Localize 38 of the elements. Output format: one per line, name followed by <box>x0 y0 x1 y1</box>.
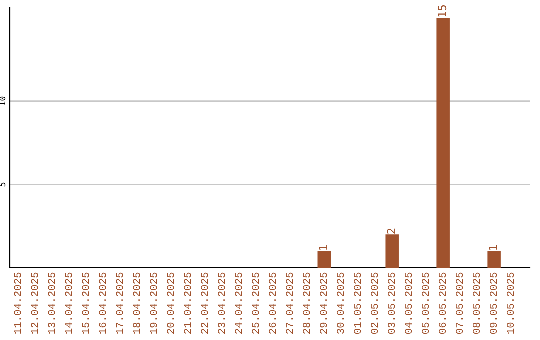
x-tick-label: 26.04.2025 <box>269 272 276 334</box>
x-tick-label: 20.04.2025 <box>167 272 174 334</box>
x-tick-label: 02.05.2025 <box>371 272 378 334</box>
x-tick-label: 18.04.2025 <box>133 272 140 334</box>
x-tick-label: 17.04.2025 <box>116 272 124 334</box>
data-label: 15 <box>438 6 447 17</box>
x-tick-label: 15.04.2025 <box>82 272 90 334</box>
x-tick-label: 07.05.2025 <box>456 272 464 334</box>
x-tick-label: 29.04.2025 <box>320 272 328 334</box>
x-tick-label: 14.04.2025 <box>65 272 72 334</box>
x-tick-label: 09.05.2025 <box>490 272 498 334</box>
x-tick-label: 16.04.2025 <box>99 272 106 334</box>
x-tick-label: 05.05.2025 <box>422 272 430 334</box>
x-tick-label: 23.04.2025 <box>218 272 226 334</box>
x-tick-label: 22.04.2025 <box>201 272 208 334</box>
x-tick-label: 08.05.2025 <box>473 272 480 334</box>
bar <box>318 251 332 268</box>
data-label: 1 <box>319 245 328 250</box>
bar <box>488 251 501 268</box>
x-tick-label: 10.05.2025 <box>507 272 514 334</box>
data-label: 1 <box>489 245 498 250</box>
x-tick-label: 24.04.2025 <box>235 272 242 334</box>
x-tick-label: 11.04.2025 <box>14 272 22 334</box>
x-tick-label: 28.04.2025 <box>303 272 310 334</box>
bar <box>436 18 450 268</box>
x-tick-label: 21.04.2025 <box>184 272 192 334</box>
x-tick-label: 06.05.2025 <box>439 272 446 334</box>
data-label: 2 <box>387 228 396 234</box>
x-tick-label: 27.04.2025 <box>286 272 294 334</box>
x-tick-label: 04.05.2025 <box>405 272 412 334</box>
x-tick-label: 19.04.2025 <box>150 272 158 334</box>
x-tick-label: 03.05.2025 <box>388 272 396 334</box>
x-tick-label: 01.05.2025 <box>354 272 362 334</box>
x-tick-label: 13.04.2025 <box>48 272 56 334</box>
bar <box>386 234 399 268</box>
x-tick-label: 12.04.2025 <box>31 272 38 334</box>
x-tick-label: 25.04.2025 <box>252 272 260 334</box>
x-tick-label: 30.04.2025 <box>337 272 344 334</box>
